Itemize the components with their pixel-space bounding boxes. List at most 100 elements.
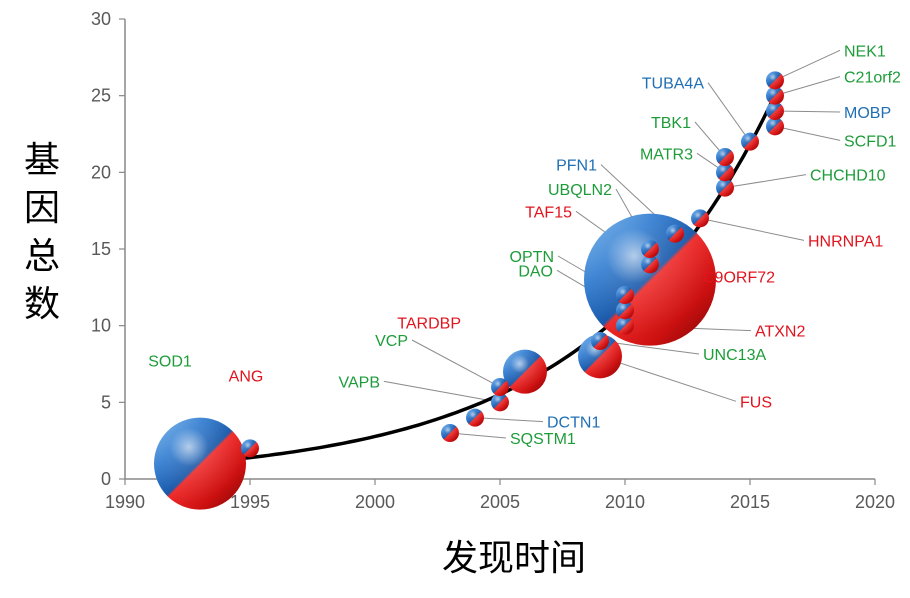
leader-line-scfd1 [774, 125, 841, 141]
leader-line-nek1 [774, 49, 841, 81]
x-tick-label: 2020 [855, 492, 895, 512]
label-hnrnpa1: HNRNPA1 [808, 233, 883, 250]
leader-line-mobp [774, 110, 841, 113]
label-fus: FUS [740, 394, 772, 411]
bubble-highlight [584, 213, 716, 346]
bubble-scfd1 [766, 117, 784, 136]
bubble-hnrnpa1 [691, 209, 709, 228]
label-sqstm1: SQSTM1 [510, 431, 576, 448]
bubble-highlight [466, 408, 484, 427]
bubble-optn [616, 286, 634, 304]
leader-line-hnrnpa1 [699, 217, 805, 241]
leader-line-c21orf2 [774, 76, 841, 97]
x-axis-title: 发现时间 [442, 538, 586, 579]
bubble-c21orf2 [766, 86, 784, 105]
bubble-dao [616, 301, 634, 320]
y-tick-label: 15 [91, 239, 111, 259]
leader-line-dctn1 [474, 417, 544, 423]
bubble-highlight [441, 424, 459, 442]
bubble-highlight [691, 209, 709, 228]
label-c9orf72: C9ORF72 [703, 270, 775, 287]
label-sod1: SOD1 [148, 354, 192, 371]
bubble-highlight [716, 163, 734, 182]
x-tick-label: 2000 [355, 492, 395, 512]
bubble-mobp [766, 102, 784, 120]
bubble-highlight [616, 316, 634, 335]
label-taf15: TAF15 [525, 204, 572, 221]
bubble-highlight [578, 334, 622, 379]
bubble-highlight [716, 148, 734, 166]
bubble-taf15 [641, 255, 659, 274]
label-ang: ANG [229, 368, 264, 385]
bubble-highlight [666, 224, 684, 243]
bubble-highlight [641, 240, 659, 258]
bubble-highlight [591, 332, 609, 350]
bubble-highlight [503, 349, 547, 394]
label-c21orf2: C21orf2 [844, 70, 901, 87]
y-tick-label: 30 [91, 9, 111, 29]
x-tick-label: 2005 [480, 492, 520, 512]
bubble-highlight [766, 71, 784, 90]
bubble-highlight [491, 393, 509, 412]
label-pfn1: PFN1 [556, 158, 597, 175]
label-vapb: VAPB [339, 374, 381, 391]
label-optn: OPTN [510, 249, 554, 266]
bubble-sod1 [154, 417, 246, 510]
y-tick-label: 20 [91, 162, 111, 182]
bubble-highlight [766, 117, 784, 136]
bubble-pfn1 [666, 224, 684, 243]
y-axis-title: 基 因 总 数 [24, 140, 60, 325]
bubble-fus [578, 334, 622, 379]
bubble-c9orf72 [584, 213, 716, 346]
label-vcp: VCP [375, 333, 408, 350]
bubble-highlight [616, 301, 634, 320]
bubble-dctn1 [466, 408, 484, 427]
label-unc13a: UNC13A [703, 347, 766, 364]
bubble-highlight [641, 255, 659, 274]
bubble-vapb [491, 393, 509, 412]
bubble-unc13a [591, 332, 609, 350]
label-tbk1: TBK1 [651, 115, 691, 132]
y-tick-label: 0 [101, 469, 111, 489]
y-axis-title-char-4: 数 [24, 284, 60, 325]
y-axis-title-char-2: 因 [24, 188, 60, 229]
axes [119, 18, 876, 485]
bubble-atxn2 [616, 316, 634, 335]
label-dctn1: DCTN1 [547, 415, 600, 432]
label-mobp: MOBP [844, 105, 891, 122]
y-tick-label: 25 [91, 86, 111, 106]
bubble-highlight [741, 132, 759, 151]
label-nek1: NEK1 [844, 43, 886, 60]
leader-line-vcp [411, 339, 501, 388]
y-tick-label: 10 [91, 316, 111, 336]
leader-line-fus [599, 355, 737, 402]
bubble-ubqln2 [641, 240, 659, 258]
y-axis-title-char-1: 基 [24, 140, 60, 181]
tick-labels: 1990 1995 2000 2005 2010 2015 2020 0 5 10 15 20 25 30 [91, 9, 895, 512]
bubble-highlight [154, 417, 246, 510]
label-scfd1: SCFD1 [844, 133, 897, 150]
label-tardbp: TARDBP [397, 316, 461, 333]
bubble-matr3 [716, 163, 734, 182]
bubble-highlight [491, 378, 509, 396]
label-ubqln2: UBQLN2 [548, 182, 612, 199]
label-atxn2: ATXN2 [755, 324, 805, 341]
x-tick-label: 1995 [230, 492, 270, 512]
label-matr3: MATR3 [640, 146, 693, 163]
bubble-ang [241, 439, 259, 458]
bubble-sqstm1 [441, 424, 459, 442]
label-dao: DAO [518, 263, 553, 280]
bubble-highlight [241, 439, 259, 458]
label-chchd10: CHCHD10 [810, 168, 886, 185]
leader-line-tuba4a [707, 82, 751, 142]
x-tick-label: 2010 [605, 492, 645, 512]
bubble-highlight [766, 86, 784, 105]
leader-line-chchd10 [724, 174, 807, 189]
leader-line-vapb [383, 380, 501, 403]
bubble-tbk1 [716, 148, 734, 166]
bubble-vcp [491, 378, 509, 396]
bubble-highlight [616, 286, 634, 304]
bubble-highlight [716, 178, 734, 197]
